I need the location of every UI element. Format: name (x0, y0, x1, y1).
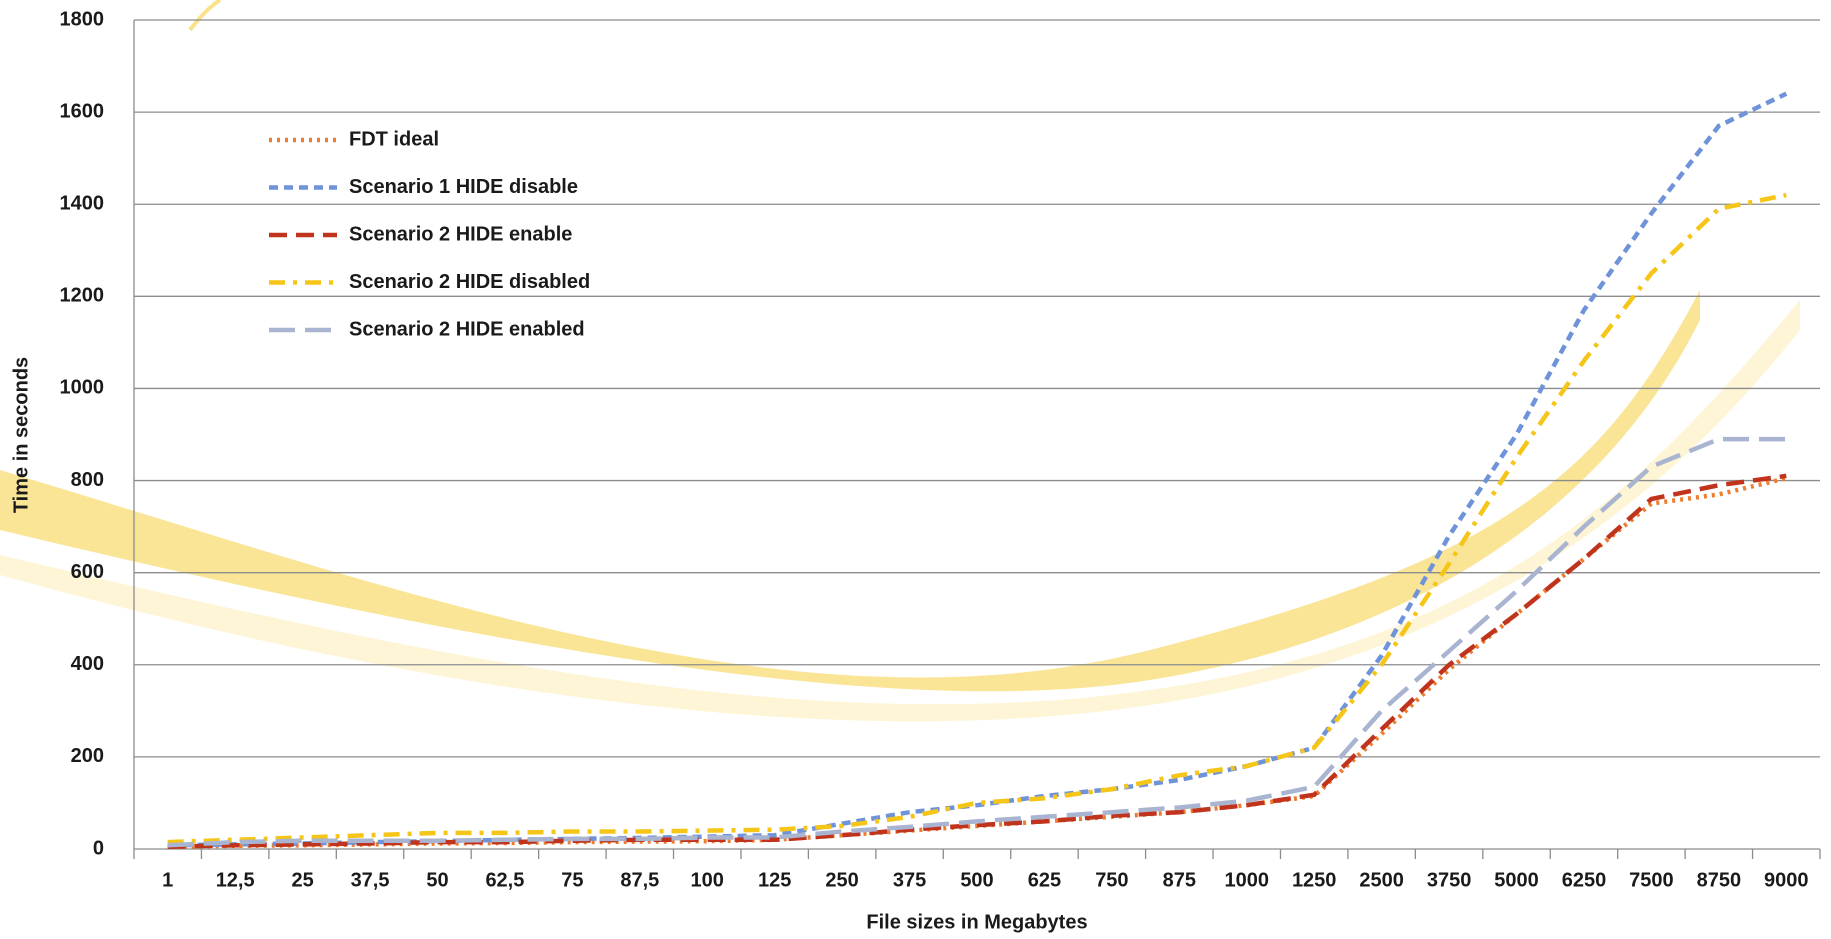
y-tick-label: 600 (71, 561, 104, 583)
x-tick-label: 7500 (1629, 869, 1674, 891)
x-tick-label: 6250 (1562, 869, 1607, 891)
x-tick-label: 2500 (1359, 869, 1404, 891)
legend: FDT ideal Scenario 1 HIDE disable Scenario… (269, 128, 590, 340)
x-tick-label: 375 (893, 869, 926, 891)
background-decoration (0, 0, 1800, 721)
page: {"chart_data": { "type": "line", "x_labe… (0, 0, 1831, 939)
legend-label: Scenario 2 HIDE enable (349, 223, 572, 245)
x-axis-title: File sizes in Megabytes (866, 911, 1087, 933)
y-axis-title: Time in seconds (10, 357, 32, 513)
x-tick-label: 1250 (1292, 869, 1337, 891)
y-tick-label: 1800 (60, 8, 105, 30)
y-tick-label: 1000 (60, 377, 105, 399)
x-tick-label: 75 (561, 869, 583, 891)
legend-label: Scenario 1 HIDE disable (349, 176, 578, 198)
x-tick-label: 1000 (1225, 869, 1270, 891)
y-tick-label: 1400 (60, 193, 105, 215)
y-tick-label: 1600 (60, 100, 105, 122)
y-tick-label: 0 (93, 837, 104, 859)
x-tick-label: 1 (162, 869, 173, 891)
x-tick-label: 5000 (1494, 869, 1539, 891)
labels: 0 200 400 600 800 1000 1200 1400 1600 1800 1 12,5 25… (60, 8, 1809, 891)
x-tick-label: 12,5 (216, 869, 255, 891)
y-tick-label: 200 (71, 745, 104, 767)
x-tick-label: 25 (291, 869, 313, 891)
y-tick-label: 800 (71, 469, 104, 491)
x-tick-label: 750 (1095, 869, 1128, 891)
x-tick-label: 62,5 (485, 869, 524, 891)
x-tick-label: 100 (691, 869, 724, 891)
y-tick-label: 400 (71, 653, 104, 675)
x-tick-label: 87,5 (620, 869, 659, 891)
y-tick-label: 1200 (60, 285, 105, 307)
x-tick-label: 3750 (1427, 869, 1472, 891)
chart: 0 200 400 600 800 1000 1200 1400 1600 1800 1 12,5 25… (0, 0, 1831, 939)
legend-label: Scenario 2 HIDE disabled (349, 271, 590, 293)
legend-label: Scenario 2 HIDE enabled (349, 318, 585, 340)
x-tick-label: 37,5 (351, 869, 390, 891)
x-tick-label: 8750 (1697, 869, 1742, 891)
x-tick-label: 125 (758, 869, 791, 891)
plot-lines (168, 94, 1787, 847)
x-tick-label: 250 (825, 869, 858, 891)
x-tick-label: 50 (426, 869, 448, 891)
legend-label: FDT ideal (349, 128, 439, 150)
decor-swoosh (190, 0, 220, 30)
x-tick-label: 875 (1163, 869, 1196, 891)
series-line (168, 94, 1787, 846)
x-tick-label: 625 (1028, 869, 1061, 891)
x-tick-label: 9000 (1764, 869, 1809, 891)
x-tick-label: 500 (960, 869, 993, 891)
